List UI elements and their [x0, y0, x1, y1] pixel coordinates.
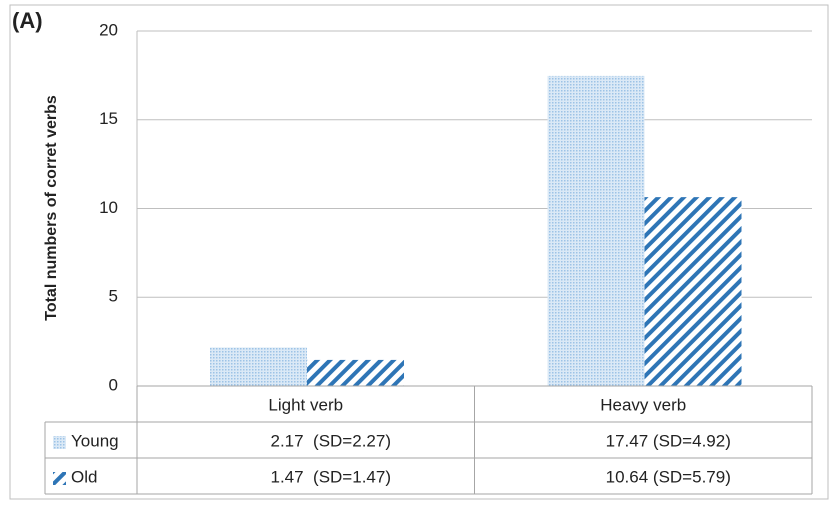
legend-swatch: [53, 472, 66, 485]
data-table-cell: 17.47 (SD=4.92): [606, 431, 731, 450]
legend-label: Old: [71, 467, 97, 486]
bar: [644, 197, 742, 386]
y-tick-label: 5: [109, 287, 118, 306]
y-axis-title: Total numbers of corret verbs: [43, 95, 60, 321]
y-tick-label: 0: [109, 375, 118, 394]
chart-border: [9, 4, 829, 500]
x-tick-label: Light verb: [268, 395, 343, 414]
legend-swatch: [53, 436, 66, 449]
y-tick-label: 10: [99, 198, 118, 217]
panel-label: (A): [12, 8, 43, 33]
bar: [547, 75, 645, 386]
data-table-cell: 2.17 (SD=2.27): [271, 431, 392, 450]
bar: [307, 359, 404, 386]
legend-label: Young: [71, 431, 119, 450]
data-table-cell: 1.47 (SD=1.47): [271, 467, 392, 486]
data-table-cell: 10.64 (SD=5.79): [606, 467, 731, 486]
bar: [210, 347, 307, 386]
x-tick-label: Heavy verb: [600, 395, 686, 414]
y-tick-label: 20: [99, 20, 118, 39]
y-tick-label: 15: [99, 109, 118, 128]
